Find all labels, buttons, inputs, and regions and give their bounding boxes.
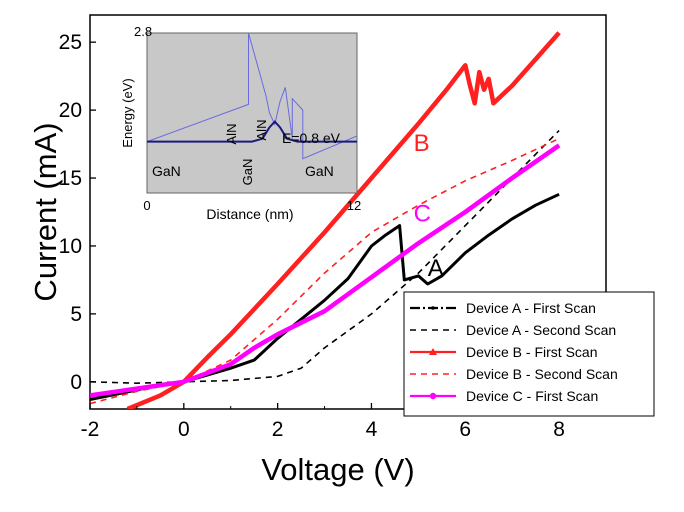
inset-region-aln-1: AlN — [224, 124, 239, 145]
legend-label-2: Device B - First Scan — [466, 344, 597, 360]
series-line-4 — [90, 143, 561, 398]
x-tick-label: 4 — [366, 418, 378, 441]
curve-annotation: A — [428, 255, 444, 282]
inset-region-gan-well: GaN — [240, 159, 255, 186]
inset-frame — [146, 32, 358, 194]
y-tick-label: 20 — [59, 99, 82, 122]
x-axis-title: Voltage (V) — [261, 452, 414, 487]
axis-ticks: -2 0 2 4 6 8 0 5 10 15 20 25 — [59, 31, 607, 441]
y-axis-title: Current (mA) — [28, 122, 63, 301]
series-line-2 — [126, 31, 561, 409]
curve-annotation: C — [414, 201, 431, 228]
curve-annotations: A B C — [414, 130, 444, 282]
x-tick-label: -2 — [81, 418, 100, 441]
inset-curves — [147, 33, 357, 160]
legend-marker-circle — [429, 392, 437, 400]
inset-x-tick-0: 0 — [143, 198, 150, 213]
y-tick-label: 0 — [70, 371, 82, 394]
inset-energy-label: E=0.8 eV — [282, 130, 341, 146]
x-tick-label: 8 — [553, 418, 565, 441]
inset-region-aln-2: AlN — [254, 120, 269, 141]
inset-y-top-label: 2.8 — [134, 24, 152, 39]
inset-band-profile — [147, 33, 357, 160]
legend: Device A - First Scan Device A - Second S… — [403, 291, 655, 417]
y-tick-label: 10 — [59, 235, 82, 258]
inset-plot: 2.8 Energy (eV) 0 12 Distance (nm) GaN A… — [120, 24, 361, 222]
legend-label-4: Device C - First Scan — [466, 388, 598, 404]
inset-wavefunction — [147, 120, 357, 143]
inset-region-gan-right: GaN — [305, 163, 334, 179]
series-line-1 — [90, 129, 560, 385]
inset-x-tick-12: 12 — [347, 198, 361, 213]
curve-annotation: B — [414, 130, 430, 157]
series-layer — [90, 31, 561, 409]
inset-x-axis-title: Distance (nm) — [206, 206, 293, 222]
inset-y-axis-title: Energy (eV) — [120, 78, 135, 147]
x-tick-label: 6 — [459, 418, 471, 441]
legend-marker-triangle — [429, 348, 437, 355]
legend-marker-dot — [431, 306, 435, 310]
y-tick-label: 5 — [70, 303, 82, 326]
legend-box — [403, 291, 655, 417]
y-tick-label: 25 — [59, 31, 82, 54]
x-tick-label: 2 — [272, 418, 284, 441]
legend-label-3: Device B - Second Scan — [466, 366, 618, 382]
y-tick-label: 15 — [59, 167, 82, 190]
legend-label-1: Device A - Second Scan — [466, 322, 616, 338]
plot-frame — [89, 14, 607, 410]
inset-region-gan-left: GaN — [152, 163, 181, 179]
x-tick-label: 0 — [178, 418, 190, 441]
legend-label-0: Device A - First Scan — [466, 300, 596, 316]
